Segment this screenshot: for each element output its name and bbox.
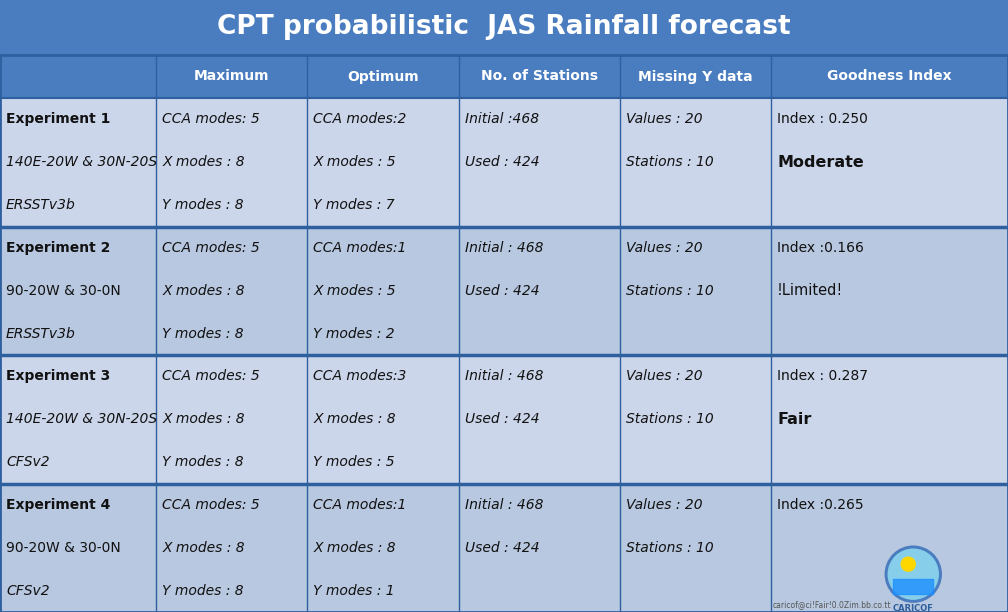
Text: Y modes : 8: Y modes : 8 [162, 198, 244, 212]
Text: Experiment 2: Experiment 2 [6, 241, 110, 255]
Text: Index :0.166: Index :0.166 [777, 241, 864, 255]
Text: Missing Y data: Missing Y data [638, 70, 753, 83]
Text: Goodness Index: Goodness Index [828, 70, 952, 83]
Text: Initial :468: Initial :468 [465, 113, 538, 127]
Text: 140E-20W & 30N-20S: 140E-20W & 30N-20S [6, 155, 157, 170]
Text: Y modes : 1: Y modes : 1 [313, 584, 395, 597]
Text: Experiment 1: Experiment 1 [6, 113, 110, 127]
Text: CCA modes:1: CCA modes:1 [313, 498, 407, 512]
Text: Used : 424: Used : 424 [465, 155, 539, 170]
Text: 90-20W & 30-0N: 90-20W & 30-0N [6, 284, 121, 298]
Text: X modes : 5: X modes : 5 [313, 284, 396, 298]
Circle shape [885, 546, 941, 602]
Text: Stations : 10: Stations : 10 [626, 412, 714, 426]
Text: Y modes : 8: Y modes : 8 [162, 584, 244, 597]
Text: CCA modes: 5: CCA modes: 5 [162, 498, 260, 512]
Text: CFSv2: CFSv2 [6, 455, 49, 469]
Text: X modes : 8: X modes : 8 [313, 541, 396, 554]
Text: CFSv2: CFSv2 [6, 584, 49, 597]
Text: ERSSTv3b: ERSSTv3b [6, 198, 76, 212]
Text: Index :0.265: Index :0.265 [777, 498, 864, 512]
Text: Y modes : 7: Y modes : 7 [313, 198, 395, 212]
Text: Initial : 468: Initial : 468 [465, 241, 543, 255]
Text: Fair: Fair [777, 412, 811, 427]
Text: Moderate: Moderate [777, 155, 864, 170]
Text: caricof@ci!Fair!0.0Zim.bb.co.tt: caricof@ci!Fair!0.0Zim.bb.co.tt [773, 600, 892, 609]
Text: Values : 20: Values : 20 [626, 498, 703, 512]
Text: Stations : 10: Stations : 10 [626, 284, 714, 298]
Circle shape [888, 549, 938, 599]
Text: X modes : 8: X modes : 8 [313, 412, 396, 426]
Text: Optimum: Optimum [347, 70, 419, 83]
Text: Stations : 10: Stations : 10 [626, 155, 714, 170]
Text: CCA modes: 5: CCA modes: 5 [162, 113, 260, 127]
Text: CARICOF: CARICOF [893, 604, 933, 612]
Text: CCA modes:3: CCA modes:3 [313, 370, 407, 383]
Text: Used : 424: Used : 424 [465, 412, 539, 426]
Text: CCA modes:1: CCA modes:1 [313, 241, 407, 255]
Text: Y modes : 2: Y modes : 2 [313, 327, 395, 341]
Text: ERSSTv3b: ERSSTv3b [6, 327, 76, 341]
Text: CCA modes: 5: CCA modes: 5 [162, 241, 260, 255]
Text: Maximum: Maximum [195, 70, 269, 83]
Text: Y modes : 5: Y modes : 5 [313, 455, 395, 469]
Text: Index : 0.287: Index : 0.287 [777, 370, 868, 383]
Text: X modes : 8: X modes : 8 [162, 284, 245, 298]
Text: CCA modes:2: CCA modes:2 [313, 113, 407, 127]
Text: CPT probabilistic  JAS Rainfall forecast: CPT probabilistic JAS Rainfall forecast [217, 15, 791, 40]
Text: X modes : 5: X modes : 5 [313, 155, 396, 170]
Text: !Limited!: !Limited! [777, 283, 844, 298]
Text: Initial : 468: Initial : 468 [465, 498, 543, 512]
Text: Used : 424: Used : 424 [465, 284, 539, 298]
Text: Values : 20: Values : 20 [626, 370, 703, 383]
Text: Initial : 468: Initial : 468 [465, 370, 543, 383]
Text: X modes : 8: X modes : 8 [162, 412, 245, 426]
Text: Stations : 10: Stations : 10 [626, 541, 714, 554]
Text: Index : 0.250: Index : 0.250 [777, 113, 868, 127]
Text: Values : 20: Values : 20 [626, 241, 703, 255]
Text: X modes : 8: X modes : 8 [162, 541, 245, 554]
Text: Y modes : 8: Y modes : 8 [162, 327, 244, 341]
Text: Used : 424: Used : 424 [465, 541, 539, 554]
Text: Experiment 3: Experiment 3 [6, 370, 110, 383]
Text: Experiment 4: Experiment 4 [6, 498, 110, 512]
Text: X modes : 8: X modes : 8 [162, 155, 245, 170]
Text: No. of Stations: No. of Stations [481, 70, 598, 83]
Text: CCA modes: 5: CCA modes: 5 [162, 370, 260, 383]
Text: Y modes : 8: Y modes : 8 [162, 455, 244, 469]
Text: 140E-20W & 30N-20S: 140E-20W & 30N-20S [6, 412, 157, 426]
Text: Values : 20: Values : 20 [626, 113, 703, 127]
Circle shape [901, 557, 915, 571]
Text: 90-20W & 30-0N: 90-20W & 30-0N [6, 541, 121, 554]
